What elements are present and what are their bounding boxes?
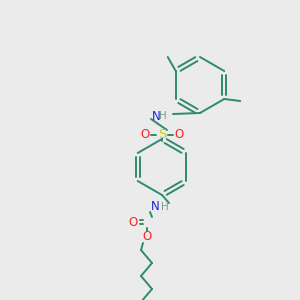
Text: N: N bbox=[151, 200, 159, 214]
Text: N: N bbox=[152, 110, 160, 122]
Text: O: O bbox=[142, 230, 152, 244]
Text: O: O bbox=[174, 128, 184, 142]
Text: O: O bbox=[128, 215, 138, 229]
Text: O: O bbox=[140, 128, 150, 142]
Text: H: H bbox=[161, 202, 169, 212]
Text: S: S bbox=[158, 128, 166, 142]
Text: H: H bbox=[159, 111, 167, 121]
